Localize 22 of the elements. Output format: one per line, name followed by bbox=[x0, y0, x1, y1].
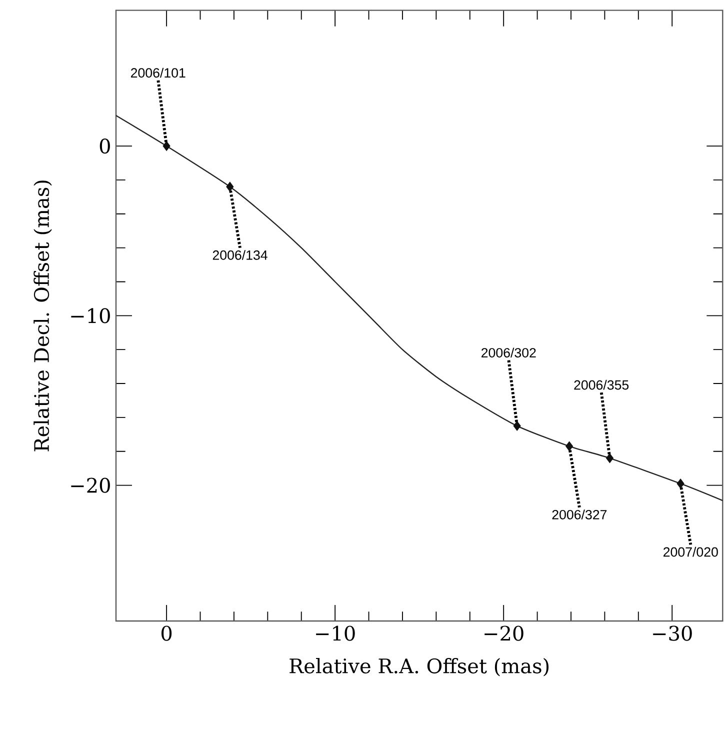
annotation: 2006/327 bbox=[552, 510, 607, 520]
annotation: 2006/302 bbox=[482, 348, 536, 358]
annotation: 2006/134 bbox=[212, 250, 268, 260]
point bbox=[566, 441, 574, 452]
x-tick-label: −10 bbox=[316, 626, 355, 641]
x-tick-label: −20 bbox=[484, 626, 524, 641]
annotation: 2007/020 bbox=[664, 546, 718, 557]
y-tick-label: −10 bbox=[71, 308, 110, 324]
y-tick-label: 0 bbox=[100, 138, 110, 154]
point bbox=[606, 453, 614, 464]
point bbox=[226, 182, 234, 192]
y-tick-label: −20 bbox=[71, 478, 110, 493]
x-axis-title: Relative R.A. Offset (mas) bbox=[290, 658, 549, 676]
line-series bbox=[115, 114, 724, 502]
annotation: 2006/355 bbox=[574, 380, 629, 390]
point bbox=[676, 478, 684, 489]
point bbox=[162, 141, 170, 151]
annotation: 2006/101 bbox=[130, 68, 186, 78]
x-tick-label: 0 bbox=[162, 626, 172, 641]
point bbox=[513, 420, 521, 431]
x-tick-label: −30 bbox=[653, 626, 692, 641]
y-axis-title: Relative Decl. Offset (mas) bbox=[34, 180, 52, 452]
